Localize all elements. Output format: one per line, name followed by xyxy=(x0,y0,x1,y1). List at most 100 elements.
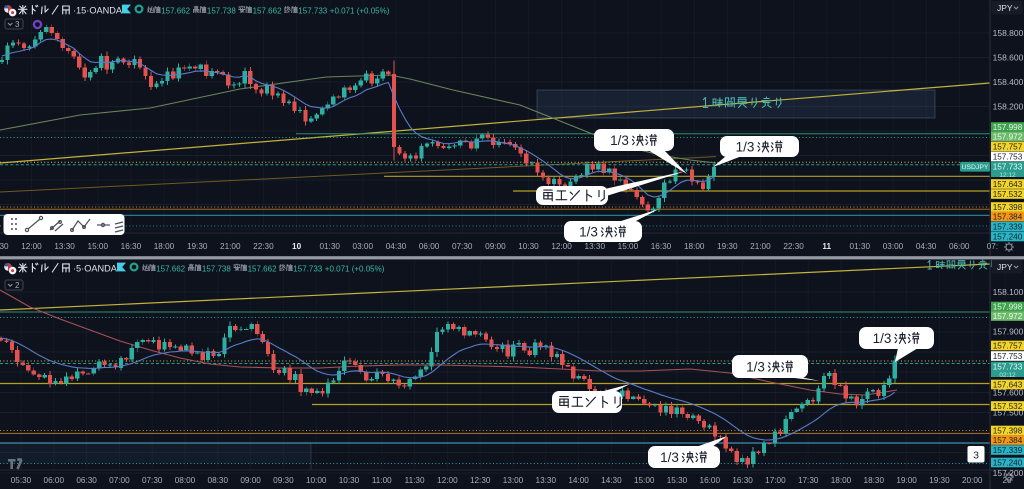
svg-text:13:00: 13:00 xyxy=(503,476,524,485)
svg-text:11: 11 xyxy=(822,242,831,251)
svg-text:10:30: 10:30 xyxy=(339,476,360,485)
svg-text:17:00: 17:00 xyxy=(765,476,786,485)
svg-text:·15·OANDA: ·15·OANDA xyxy=(73,6,123,16)
svg-text:157.753: 157.753 xyxy=(993,153,1023,162)
svg-text:10: 10 xyxy=(292,242,302,251)
svg-text:18:00: 18:00 xyxy=(684,242,705,251)
svg-text:20:00: 20:00 xyxy=(962,476,983,485)
svg-text:22:30: 22:30 xyxy=(253,242,274,251)
svg-text:1/3: 1/3 xyxy=(873,331,892,346)
svg-text:12:00: 12:00 xyxy=(21,242,42,251)
svg-text:+0.071 (+0.05%): +0.071 (+0.05%) xyxy=(330,6,390,15)
svg-text:15:30: 15:30 xyxy=(667,476,688,485)
svg-text:12:30: 12:30 xyxy=(470,476,491,485)
svg-text:13:30: 13:30 xyxy=(536,476,557,485)
svg-text:01:30: 01:30 xyxy=(319,242,340,251)
svg-text:JPY: JPY xyxy=(997,262,1013,272)
svg-text:1/3: 1/3 xyxy=(660,450,679,465)
svg-text:157.240: 157.240 xyxy=(993,233,1023,242)
svg-text:04:30: 04:30 xyxy=(386,242,407,251)
svg-text:1/3: 1/3 xyxy=(610,133,629,148)
svg-text:15:00: 15:00 xyxy=(618,242,639,251)
svg-text:158.600: 158.600 xyxy=(993,53,1024,63)
svg-text:04:30: 04:30 xyxy=(916,242,937,251)
svg-text:15:00: 15:00 xyxy=(88,242,109,251)
svg-text:158.200: 158.200 xyxy=(993,102,1024,112)
svg-text:12:00: 12:00 xyxy=(551,242,572,251)
svg-text:09:00: 09:00 xyxy=(485,242,506,251)
svg-text:158.100: 158.100 xyxy=(993,287,1024,297)
svg-text:19:30: 19:30 xyxy=(187,242,208,251)
svg-text:157.998: 157.998 xyxy=(993,303,1023,312)
svg-text:12:00: 12:00 xyxy=(437,476,458,485)
svg-text:157.738: 157.738 xyxy=(202,264,231,273)
svg-text:157.339: 157.339 xyxy=(993,223,1023,232)
svg-text:10:30: 10:30 xyxy=(518,242,539,251)
svg-text:19:00: 19:00 xyxy=(896,476,917,485)
svg-text:14:30: 14:30 xyxy=(601,476,622,485)
svg-text:13:30: 13:30 xyxy=(585,242,606,251)
svg-text:16:30: 16:30 xyxy=(732,476,753,485)
svg-text:157.384: 157.384 xyxy=(993,213,1023,222)
svg-text:157.662: 157.662 xyxy=(248,264,277,273)
svg-text:157.972: 157.972 xyxy=(993,133,1023,142)
svg-text:15:00: 15:00 xyxy=(634,476,655,485)
svg-text:·5·OANDA: ·5·OANDA xyxy=(73,264,118,274)
svg-text:157.662: 157.662 xyxy=(253,6,282,15)
svg-text:11:30: 11:30 xyxy=(405,476,425,485)
svg-text:157.643: 157.643 xyxy=(993,381,1023,390)
svg-text:06:00: 06:00 xyxy=(419,242,440,251)
svg-text:157.757: 157.757 xyxy=(993,143,1023,152)
svg-text:10:00: 10:00 xyxy=(306,476,327,485)
svg-text:157.733: 157.733 xyxy=(298,6,327,15)
svg-text:157.532: 157.532 xyxy=(993,402,1023,411)
svg-text:157.662: 157.662 xyxy=(161,6,190,15)
svg-text:06:00: 06:00 xyxy=(44,476,65,485)
svg-text:2: 2 xyxy=(15,281,20,290)
svg-text:02:12: 02:12 xyxy=(999,372,1016,379)
svg-text:1/3: 1/3 xyxy=(579,224,598,239)
svg-text:21:00: 21:00 xyxy=(220,242,241,251)
svg-text:03:00: 03:00 xyxy=(883,242,904,251)
svg-text:1/3: 1/3 xyxy=(736,139,755,154)
svg-text:157.733: 157.733 xyxy=(993,163,1023,172)
svg-text:18:00: 18:00 xyxy=(154,242,175,251)
svg-text:157.643: 157.643 xyxy=(993,180,1023,189)
svg-text:13:30: 13:30 xyxy=(54,242,75,251)
svg-text:08:00: 08:00 xyxy=(175,476,196,485)
svg-text:157.200: 157.200 xyxy=(993,468,1024,478)
svg-text:157.398: 157.398 xyxy=(993,427,1023,436)
svg-text:12:12: 12:12 xyxy=(999,172,1016,179)
svg-text:157.753: 157.753 xyxy=(993,352,1023,361)
svg-text:157.757: 157.757 xyxy=(993,342,1023,351)
svg-text:09:00: 09:00 xyxy=(240,476,261,485)
svg-text:158.800: 158.800 xyxy=(993,28,1024,38)
svg-text:22:30: 22:30 xyxy=(783,242,804,251)
svg-text:157.240: 157.240 xyxy=(993,459,1023,468)
svg-text:157.532: 157.532 xyxy=(993,190,1023,199)
svg-text:157.998: 157.998 xyxy=(993,123,1023,132)
svg-text:16:30: 16:30 xyxy=(651,242,672,251)
svg-text:19:30: 19:30 xyxy=(929,476,950,485)
svg-text:USDJPY: USDJPY xyxy=(962,164,989,171)
svg-text:11:00: 11:00 xyxy=(372,476,392,485)
svg-text:157.500: 157.500 xyxy=(993,408,1024,418)
svg-text:+0.071 (+0.05%): +0.071 (+0.05%) xyxy=(325,264,385,273)
svg-text:07:: 07: xyxy=(987,242,998,251)
svg-text:157.733: 157.733 xyxy=(293,264,322,273)
svg-text:07:30: 07:30 xyxy=(452,242,473,251)
svg-text:157.398: 157.398 xyxy=(993,203,1023,212)
svg-text:JPY: JPY xyxy=(997,3,1013,13)
svg-text:157.900: 157.900 xyxy=(993,327,1024,337)
svg-text:157.972: 157.972 xyxy=(993,312,1023,321)
svg-text:05:30: 05:30 xyxy=(11,476,32,485)
svg-text:14:00: 14:00 xyxy=(568,476,589,485)
svg-text:157.600: 157.600 xyxy=(993,388,1024,398)
svg-text:30: 30 xyxy=(0,242,9,251)
svg-text:16:30: 16:30 xyxy=(121,242,142,251)
svg-text:19:30: 19:30 xyxy=(717,242,738,251)
svg-text:16:00: 16:00 xyxy=(700,476,721,485)
svg-text:3: 3 xyxy=(973,450,979,462)
svg-text:157.339: 157.339 xyxy=(993,446,1023,455)
svg-text:18:30: 18:30 xyxy=(864,476,885,485)
